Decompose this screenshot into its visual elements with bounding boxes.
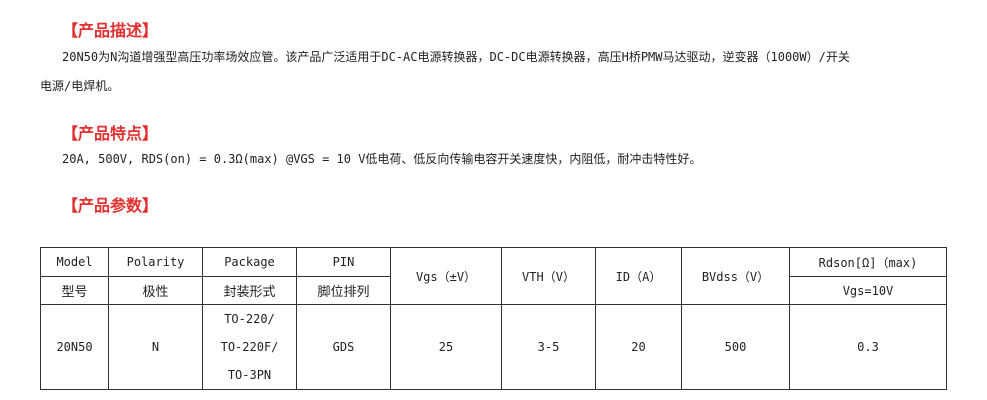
description-line-1: 20N50为N沟道增强型高压功率场效应管。该产品广泛适用于DC-AC电源转换器，… — [62, 50, 850, 64]
header-pin-cn: 脚位排列 — [296, 276, 391, 305]
header-package: Package — [202, 247, 297, 277]
header-bvdss: BVdss（V） — [681, 247, 790, 305]
section-title-features: 【产品特点】 — [62, 124, 159, 143]
cell-package: TO-220/ TO-220F/ TO-3PN — [202, 304, 297, 390]
cell-vth: 3-5 — [501, 304, 596, 390]
cell-id: 20 — [595, 304, 682, 390]
cell-vgs: 25 — [390, 304, 502, 390]
package-3: TO-3PN — [227, 368, 272, 382]
description-line-2: 电源/电焊机。 — [40, 79, 120, 93]
cell-pin: GDS — [296, 304, 391, 390]
table-row: 20N50 N TO-220/ TO-220F/ TO-3PN GDS 25 3… — [40, 304, 947, 390]
header-vth: VTH（V） — [501, 247, 596, 305]
cell-polarity: N — [108, 304, 203, 390]
cell-model: 20N50 — [40, 304, 109, 390]
header-model-cn: 型号 — [40, 276, 109, 305]
cell-rdson: 0.3 — [789, 304, 947, 390]
header-vgs: Vgs（±V） — [390, 247, 502, 305]
header-rdson-condition: Vgs=10V — [789, 276, 947, 305]
header-polarity-cn: 极性 — [108, 276, 203, 305]
package-1: TO-220/ — [224, 312, 275, 326]
header-id: ID（A） — [595, 247, 682, 305]
header-model: Model — [40, 247, 109, 277]
header-rdson: Rdson[Ω]（max) — [789, 247, 947, 277]
cell-bvdss: 500 — [681, 304, 790, 390]
header-pin: PIN — [296, 247, 391, 277]
section-title-description: 【产品描述】 — [62, 21, 159, 40]
section-title-parameters: 【产品参数】 — [62, 196, 159, 215]
parameters-table: Model Polarity Package PIN Vgs（±V） VTH（V… — [40, 247, 947, 390]
header-package-cn: 封装形式 — [202, 276, 297, 305]
header-polarity: Polarity — [108, 247, 203, 277]
package-2: TO-220F/ — [220, 340, 279, 354]
features-text: 20A, 500V, RDS(on) = 0.3Ω(max) @VGS = 10… — [62, 152, 702, 166]
